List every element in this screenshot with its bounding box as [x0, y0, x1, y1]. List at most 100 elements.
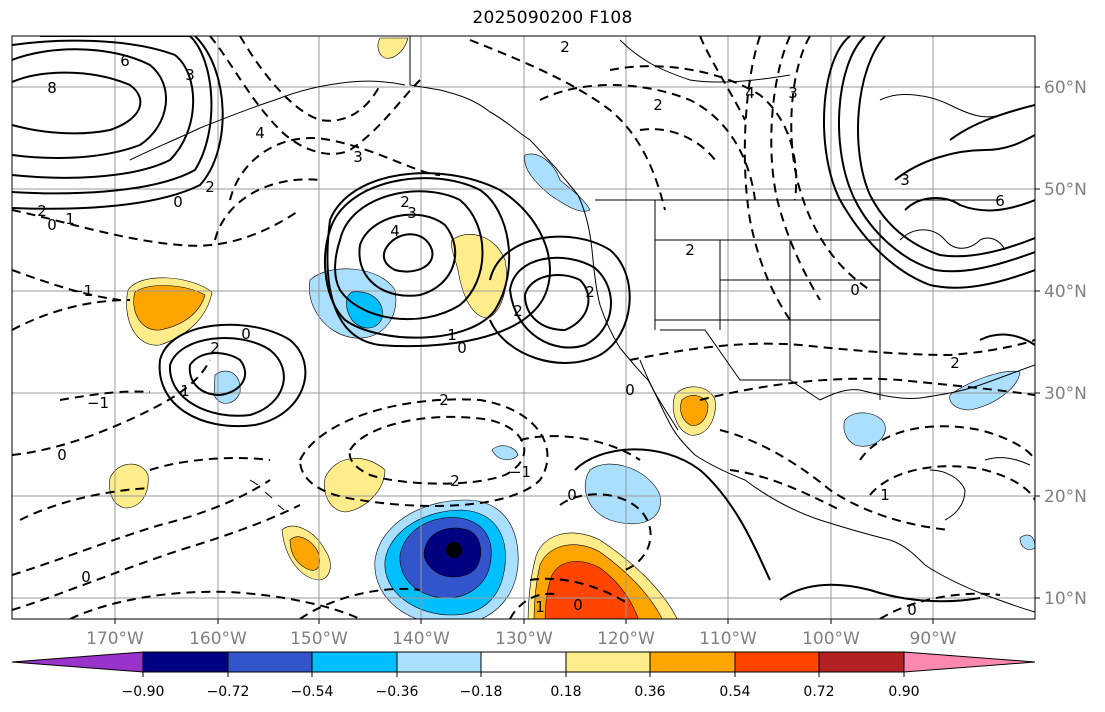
- contour-label: 2: [439, 391, 449, 409]
- colorbar: [11, 651, 1036, 673]
- dash-ring-mid-1: [298, 398, 549, 507]
- contour-label: 2: [653, 96, 663, 114]
- dash-gulf-neg1: [869, 465, 1035, 501]
- great-lakes: [899, 229, 1006, 251]
- dash-us-1: [629, 339, 1035, 361]
- contours-dashed: [12, 36, 1035, 619]
- contour-cp-1b: [326, 172, 551, 348]
- dash-0-west: [12, 209, 301, 247]
- colorbar-swatch-0: [11, 651, 144, 673]
- dash-gulf-2: [539, 84, 756, 201]
- lon-label-130W: 130°W: [495, 629, 553, 649]
- contours: [12, 36, 1035, 603]
- lon-label-170W: 170°W: [86, 629, 144, 649]
- shade-pos-1-inner: [133, 285, 206, 331]
- contour-label: 2: [513, 302, 523, 320]
- contour-label: 2: [37, 202, 47, 220]
- contour-nw-8: [12, 71, 142, 135]
- contour-label: 6: [120, 52, 130, 70]
- contour-label: 6: [995, 192, 1005, 210]
- colorbar-tick-label: −0.72: [207, 684, 250, 700]
- contour-h2-1: [168, 337, 285, 417]
- contour-label: 0: [47, 216, 57, 234]
- colorbar-swatch-10: [903, 651, 1036, 673]
- colorbar-tick-label: 0.36: [634, 684, 665, 700]
- lat-tick-marks: [1035, 86, 1040, 599]
- contour-cp-2: [334, 190, 484, 321]
- lon-tick-marks: [114, 619, 934, 624]
- graticule: [12, 36, 1035, 619]
- state-lines-1: [654, 200, 881, 400]
- contour-label: −1: [509, 463, 531, 481]
- aleutians: [129, 80, 406, 161]
- colorbar-tick-label: 0.90: [888, 684, 919, 700]
- colorbar-swatch-4: [396, 651, 482, 673]
- contour-label: 2: [205, 178, 215, 196]
- contour-ne-5: [894, 134, 1035, 181]
- shade-pos-6: [109, 463, 149, 509]
- contour-ne-2: [837, 36, 1035, 273]
- contour-label: 1: [880, 486, 890, 504]
- contour-cp-3: [358, 213, 457, 297]
- contour-label: 0: [241, 325, 251, 343]
- canada-coast: [619, 39, 791, 83]
- cuba: [984, 457, 1031, 466]
- colorbar-swatch-1: [142, 651, 229, 673]
- dash-pac-20: [149, 457, 271, 471]
- dash-central-mx: [719, 429, 951, 531]
- contour-s-3: [979, 333, 1035, 346]
- gulf-coast: [819, 364, 1035, 401]
- lat-label-30N: 30°N: [1044, 384, 1087, 404]
- contour-label: 1: [180, 382, 190, 400]
- contour-label: 2: [450, 472, 460, 490]
- contour-label: 3: [900, 171, 910, 189]
- dash-pac-20b: [19, 487, 151, 521]
- contour-label: 0: [567, 486, 577, 504]
- dash-ne-1: [770, 36, 821, 301]
- lon-labels: 170°W 160°W 150°W 140°W 130°W 120°W 110°…: [86, 629, 957, 649]
- dash-far-se: [879, 592, 1001, 619]
- contour-h2-0: [158, 323, 307, 428]
- dash-epac-1: [519, 435, 641, 461]
- contour-label-group: 6 8 3 2 0 1 4 −1 2 0 3 2 4 3 2 2 1 0 2 1…: [37, 38, 1005, 619]
- yucatan: [929, 469, 966, 521]
- contour-label: 1: [447, 326, 457, 344]
- shade-pos-4-inner: [680, 395, 709, 426]
- colorbar-tick-label: −0.90: [122, 684, 165, 700]
- contour-s-2: [779, 583, 981, 603]
- coastlines: [129, 36, 1035, 613]
- shade-pos-3: [377, 37, 409, 59]
- lon-label-100W: 100°W: [802, 629, 860, 649]
- contour-nw-3: [12, 36, 224, 210]
- contour-label: 0: [57, 446, 67, 464]
- colorbar-swatch-7: [649, 651, 736, 673]
- contour-label: 4: [390, 222, 400, 240]
- contour-label: 4: [745, 84, 755, 102]
- contour-label: 2: [560, 38, 570, 56]
- mexico-south: [744, 479, 1035, 613]
- contour-label: 8: [47, 79, 57, 97]
- dash-epac-neg: [529, 577, 631, 606]
- contour-ca-1: [489, 235, 631, 364]
- shade-pos-5: [324, 458, 386, 513]
- shaded-regions: [109, 37, 1035, 619]
- lon-label-110W: 110°W: [699, 629, 757, 649]
- contour-label: 3: [353, 148, 363, 166]
- contour-label: 1: [535, 598, 545, 616]
- lon-label-90W: 90°W: [910, 629, 957, 649]
- dash-central-mx-2: [729, 469, 841, 511]
- contour-nw-4: [12, 36, 213, 195]
- contour-label: 2: [950, 354, 960, 372]
- lat-label-20N: 20°N: [1044, 487, 1087, 507]
- contour-label: 0: [573, 596, 583, 614]
- contour-ne-3: [857, 36, 1035, 258]
- shade-cool-gulf: [843, 412, 886, 447]
- lat-label-50N: 50°N: [1044, 180, 1087, 200]
- dash-ne-2: [743, 36, 791, 321]
- colorbar-tick-label: 0.54: [719, 684, 750, 700]
- dash-0-west-2: [12, 359, 211, 456]
- contour-label: −1: [87, 394, 109, 412]
- lon-label-120W: 120°W: [597, 629, 655, 649]
- dash-gulf-1: [609, 65, 798, 201]
